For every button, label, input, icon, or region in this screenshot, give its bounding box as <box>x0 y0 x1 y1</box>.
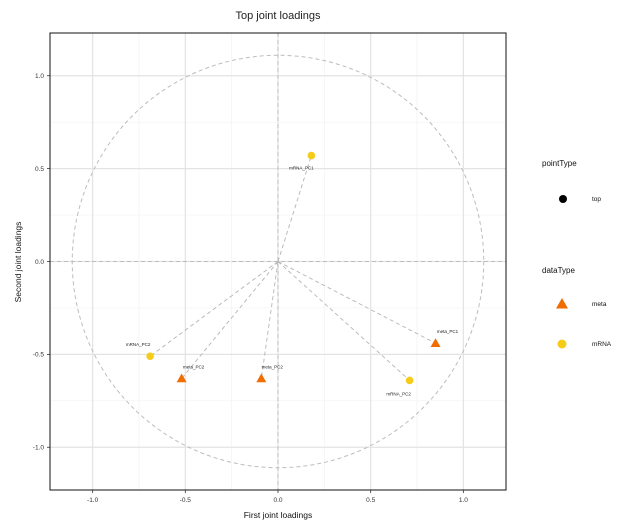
y-axis-title: Second joint loadings <box>13 222 23 303</box>
y-tick-label: 0.0 <box>35 259 44 266</box>
point-label: meta_PC2 <box>183 365 205 370</box>
loading-segment <box>181 261 279 379</box>
point-label: meta_PC2 <box>262 365 284 370</box>
point-label: mRNA_PC2 <box>386 391 411 396</box>
loading-segment <box>277 261 436 344</box>
point-meta <box>256 373 267 383</box>
y-tick-label: -0.5 <box>33 352 45 359</box>
loading-circle <box>71 54 485 469</box>
y-tick-label: 0.5 <box>35 166 44 173</box>
point-label: mRNA_PC1 <box>289 166 314 171</box>
legend-title-datatype: dataType <box>542 266 575 275</box>
x-tick-label: 1.0 <box>459 497 468 504</box>
point-meta <box>430 338 441 347</box>
legend-label-mrna: mRNA <box>592 341 612 348</box>
chart-title: Top joint loadings <box>235 10 321 22</box>
y-tick-label: -1.0 <box>33 445 45 452</box>
point-mrna <box>307 151 316 160</box>
loading-segment <box>260 261 279 379</box>
x-tick-label: -1.0 <box>87 497 99 504</box>
legend-label-top: top <box>592 196 601 203</box>
point-label: mRNA_PC2 <box>126 342 151 347</box>
legend-title-pointtype: pointType <box>542 159 577 168</box>
y-tick-label: 1.0 <box>35 73 44 80</box>
legend-key-top <box>559 195 567 203</box>
x-tick-label: 0.0 <box>273 497 282 504</box>
loading-segment <box>149 261 279 357</box>
point-label: meta_PC1 <box>437 329 459 334</box>
x-axis-title: First joint loadings <box>244 510 313 520</box>
legend-key-meta <box>556 298 568 309</box>
point-meta <box>176 373 187 383</box>
plot-panel: mRNA_PC1 mRNA_PC2 meta_PC2 meta_PC2 meta_PC1… <box>49 32 507 491</box>
point-mrna <box>146 352 154 361</box>
legend: pointType dataType top meta mRNA <box>542 159 612 349</box>
legend-key-mrna <box>557 339 567 349</box>
x-tick-label: -0.5 <box>180 497 192 504</box>
loading-segment <box>277 155 312 262</box>
legend-label-meta: meta <box>592 301 607 308</box>
loading-segment <box>277 261 410 381</box>
x-tick-label: 0.5 <box>366 497 375 504</box>
point-mrna <box>405 376 414 385</box>
